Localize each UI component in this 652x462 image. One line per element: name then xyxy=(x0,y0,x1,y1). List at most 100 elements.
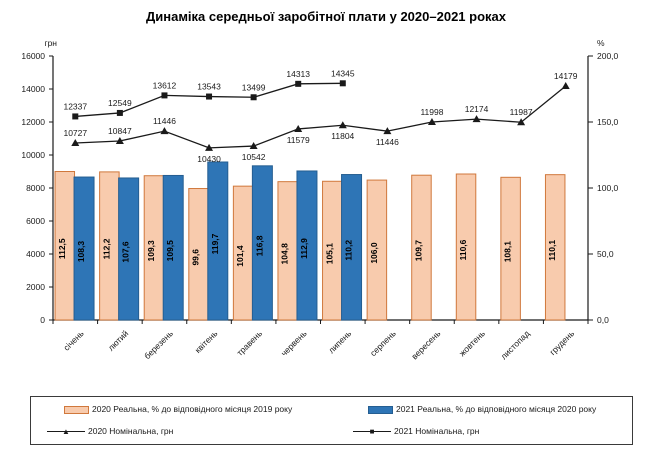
triangle-marker-icon xyxy=(71,139,80,147)
line-series xyxy=(75,85,567,149)
left-axis-tick-label: 12000 xyxy=(21,117,45,127)
line-value-label: 14345 xyxy=(331,68,355,78)
line-value-label: 10430 xyxy=(197,154,221,164)
legend-label-2020-nominal: 2020 Номінальна, грн xyxy=(88,426,174,436)
bar-value-label: 116,8 xyxy=(254,235,264,256)
triangle-marker-icon xyxy=(517,118,526,126)
bar-value-label: 109,7 xyxy=(413,240,423,262)
triangle-marker-icon xyxy=(115,137,124,145)
x-axis-label: травень xyxy=(235,328,265,358)
bar-value-label: 110,1 xyxy=(547,240,557,261)
line-segment xyxy=(353,430,391,432)
x-axis-label: червень xyxy=(279,328,309,358)
bar xyxy=(251,165,273,321)
line-value-label: 14313 xyxy=(286,69,310,79)
right-axis-tick-label: 50,0 xyxy=(597,249,614,259)
bar xyxy=(341,174,363,321)
chart-legend: 2020 Реальна, % до відповідного місяця 2… xyxy=(30,396,633,445)
left-axis-tick-label: 14000 xyxy=(21,84,45,94)
line-value-label: 11579 xyxy=(287,135,310,145)
bar xyxy=(500,176,521,321)
bar xyxy=(455,173,477,321)
legend-label-2021-nominal: 2021 Номінальна, грн xyxy=(394,426,480,436)
triangle-marker-icon xyxy=(160,127,169,135)
bar-value-label: 109,3 xyxy=(146,240,156,262)
x-axis-label: березень xyxy=(142,328,175,361)
line-value-label: 11987 xyxy=(510,107,533,117)
line-value-label: 13499 xyxy=(242,82,266,92)
legend-item-2020-nominal: ▲ 2020 Номінальна, грн xyxy=(47,426,173,437)
chart-title: Динаміка середньої заробітної плати у 20… xyxy=(145,9,506,24)
x-axis-label: квітень xyxy=(193,328,220,355)
square-marker-icon xyxy=(72,113,79,120)
bar-swatch-2021-real xyxy=(368,405,393,414)
triangle-marker-icon xyxy=(249,142,258,150)
left-axis-unit-label: грн xyxy=(44,38,57,48)
bar xyxy=(366,179,388,321)
bar-value-label: 106,0 xyxy=(369,242,379,264)
line-value-label: 10727 xyxy=(63,128,87,138)
x-axis-label: жовтень xyxy=(457,328,487,358)
line-segment xyxy=(47,430,85,432)
x-axis-label: грудень xyxy=(547,328,576,357)
square-marker-icon xyxy=(250,94,257,101)
line-value-label: 11804 xyxy=(331,131,354,141)
square-marker-icon: ■ xyxy=(369,426,375,436)
x-axis-label: вересень xyxy=(409,328,442,361)
bar xyxy=(544,174,566,321)
right-axis-unit-label: % xyxy=(597,38,605,48)
bar-value-label: 112,2 xyxy=(101,238,111,259)
right-axis-tick-label: 150,0 xyxy=(597,117,619,127)
x-axis-label: січень xyxy=(61,328,86,353)
square-marker-icon xyxy=(295,80,302,87)
square-marker-icon xyxy=(339,80,346,87)
square-marker-icon xyxy=(116,109,123,116)
right-axis-tick-label: 0,0 xyxy=(597,315,609,325)
triangle-marker-icon xyxy=(205,143,214,151)
line-value-label: 10847 xyxy=(108,126,132,136)
bar-value-label: 99,6 xyxy=(191,249,201,266)
left-axis-tick-label: 4000 xyxy=(26,249,45,259)
left-axis-tick-label: 8000 xyxy=(26,183,45,193)
right-axis-tick-label: 200,0 xyxy=(597,51,619,61)
bar-value-label: 119,7 xyxy=(210,233,220,254)
line-value-label: 12337 xyxy=(63,101,87,111)
line-value-label: 12174 xyxy=(465,104,489,114)
bar xyxy=(162,174,184,321)
line-value-label: 14179 xyxy=(554,71,578,81)
bar-value-label: 104,8 xyxy=(280,243,290,265)
legend-item-2020-real: 2020 Реальна, % до відповідного місяця 2… xyxy=(64,404,292,415)
bar xyxy=(73,176,95,321)
right-axis-tick-label: 100,0 xyxy=(597,183,619,193)
x-axis-label: липень xyxy=(326,328,353,355)
line-swatch-2020-nominal: ▲ xyxy=(47,427,85,437)
triangle-marker-icon: ▲ xyxy=(62,426,70,436)
left-axis-tick-label: 16000 xyxy=(21,51,45,61)
x-axis-label: лютий xyxy=(106,328,131,353)
triangle-marker-icon xyxy=(338,121,347,129)
line-value-label: 11446 xyxy=(153,116,176,126)
legend-label-2021-real: 2021 Реальна, % до відповідного місяця 2… xyxy=(396,404,597,414)
triangle-marker-icon xyxy=(472,115,481,123)
legend-item-2021-nominal: ■ 2021 Номінальна, грн xyxy=(353,426,479,437)
bar-swatch-2020-real xyxy=(64,405,89,414)
square-marker-icon xyxy=(161,92,168,99)
bar xyxy=(118,177,140,321)
left-axis-tick-label: 6000 xyxy=(26,216,45,226)
legend-label-2020-real: 2020 Реальна, % до відповідного місяця 2… xyxy=(92,404,293,414)
bar-value-label: 110,6 xyxy=(458,239,468,260)
triangle-marker-icon xyxy=(427,118,436,126)
left-axis-tick-label: 10000 xyxy=(21,150,45,160)
triangle-marker-icon xyxy=(383,127,392,135)
line-value-label: 13612 xyxy=(153,80,177,90)
x-axis-label: серпень xyxy=(368,328,398,358)
bar-value-label: 108,3 xyxy=(76,241,86,263)
bar-value-label: 112,5 xyxy=(57,238,67,259)
line-value-label: 10542 xyxy=(242,152,266,162)
bar-value-label: 105,1 xyxy=(324,243,334,265)
line-value-label: 11998 xyxy=(420,107,443,117)
bar-value-label: 101,4 xyxy=(235,245,245,267)
line-value-label: 13543 xyxy=(197,82,221,92)
